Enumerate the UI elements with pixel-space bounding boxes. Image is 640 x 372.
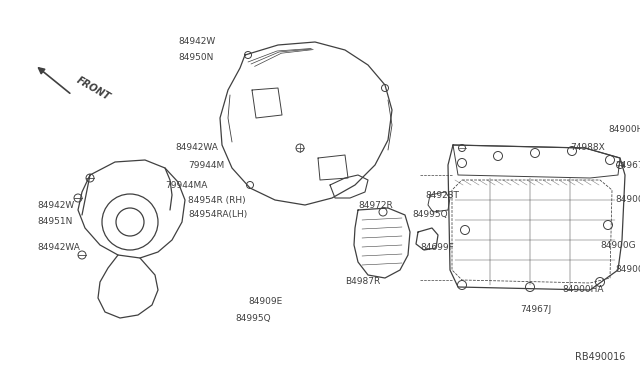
Text: 84972R: 84972R [358,201,393,209]
Text: FRONT: FRONT [75,75,112,102]
Text: B4987R: B4987R [345,278,380,286]
Text: 84942W: 84942W [178,38,215,46]
Text: 79944MA: 79944MA [165,180,207,189]
Text: 84900H: 84900H [615,196,640,205]
Text: 74967J: 74967J [615,160,640,170]
Text: 84954R (RH): 84954R (RH) [188,196,246,205]
Text: 84699F: 84699F [420,244,454,253]
Text: 84942WA: 84942WA [37,244,80,253]
Text: 84942WA: 84942WA [175,144,218,153]
Text: 84900HA: 84900HA [608,125,640,135]
Text: RB490016: RB490016 [575,352,625,362]
Text: 84928T: 84928T [425,190,459,199]
Text: 74988X: 74988X [570,144,605,153]
Text: 84909E: 84909E [248,298,282,307]
Text: 84951N: 84951N [37,218,72,227]
Text: 84900G: 84900G [600,241,636,250]
Text: 74967J: 74967J [520,305,551,314]
Text: 84900H: 84900H [615,266,640,275]
Text: 84995Q: 84995Q [235,314,271,323]
Text: 84942W: 84942W [37,201,74,209]
Text: 84954RA(LH): 84954RA(LH) [188,211,247,219]
Text: 84900HA: 84900HA [562,285,604,295]
Text: 84995Q: 84995Q [412,211,447,219]
Text: 79944M: 79944M [188,160,224,170]
Text: 84950N: 84950N [178,52,213,61]
